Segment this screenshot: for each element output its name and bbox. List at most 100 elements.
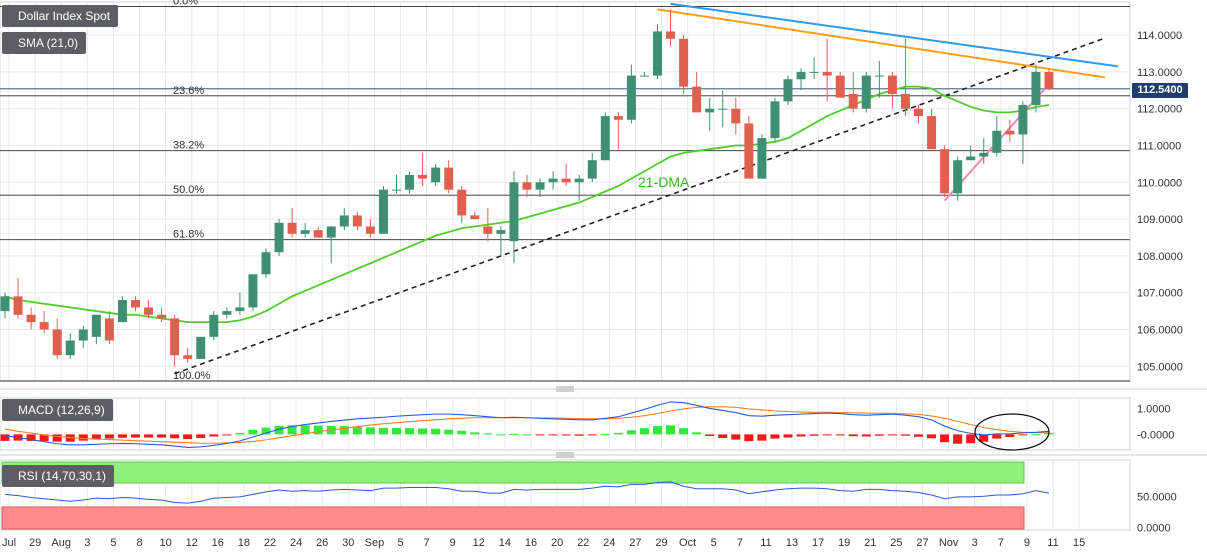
macd-histogram-bar	[509, 433, 519, 435]
candle-body	[744, 123, 754, 179]
candle-body	[522, 182, 532, 190]
legend-swatch	[6, 403, 12, 416]
macd-histogram-bar	[548, 434, 558, 436]
candle-body	[848, 93, 858, 109]
candle-body	[600, 116, 610, 161]
macd-histogram-bar	[887, 434, 897, 436]
date-axis-tick-label: 15	[1073, 537, 1085, 549]
candle-body	[418, 174, 428, 179]
date-axis-tick-label: Nov	[939, 537, 959, 549]
candlesticks	[0, 9, 1054, 367]
support-trendline	[174, 38, 1104, 375]
fib-level-label: 0.0%	[173, 0, 198, 7]
macd-histogram-bar	[274, 425, 284, 435]
macd-histogram-bar	[653, 426, 662, 435]
macd-axis-tick-label: 1.0000	[1137, 403, 1171, 415]
macd-histogram-bar	[431, 428, 441, 435]
macd-histogram-bar	[848, 434, 858, 437]
candle-body	[144, 307, 154, 315]
date-axis-tick-label: 27	[629, 537, 641, 549]
candle-body	[470, 215, 480, 220]
macd-histogram-bar	[1031, 434, 1041, 436]
date-axis-tick-label: 9	[450, 537, 456, 549]
date-axis-tick-label: 7	[737, 537, 743, 549]
macd-histogram-bar	[535, 434, 545, 436]
candle-body	[874, 75, 884, 77]
macd-panel-frame	[0, 397, 1131, 451]
date-axis-tick-label: 5	[110, 537, 116, 549]
macd-histogram-bar	[170, 434, 180, 439]
candle-body	[196, 336, 206, 359]
candle-body	[339, 215, 349, 227]
fibonacci-levels: 0.0% 23.6% 38.2% 50.0% 61.8% 100.0%	[0, 0, 1130, 382]
date-axis-tick-label: 26	[316, 537, 328, 549]
macd-histogram-bar	[444, 429, 454, 435]
legend-swatch	[6, 469, 12, 482]
macd-histogram-bar	[483, 433, 493, 435]
date-axis-tick-label: 11	[760, 537, 771, 549]
candle-body	[261, 252, 271, 275]
rsi-axis-tick-label: 50.0000	[1137, 491, 1177, 503]
candle-body	[731, 108, 741, 124]
date-axis-tick-label: 11	[1047, 537, 1058, 549]
price-axis-tick-label: 107.0000	[1137, 288, 1183, 300]
date-axis-tick-label: Jul	[2, 537, 16, 549]
resistance-trendline-blue	[670, 2, 1119, 68]
macd-histogram-bar	[339, 426, 349, 435]
date-axis-tick-label: Aug	[51, 537, 71, 549]
candle-body	[900, 93, 910, 109]
date-axis-tick-label: 19	[838, 537, 850, 549]
candle-body	[274, 222, 284, 253]
candle-body	[757, 138, 767, 179]
macd-histogram-bar	[835, 434, 845, 436]
dma-annotation: 21-DMA	[638, 174, 690, 190]
current-price-tag: 112.5400	[1132, 83, 1188, 98]
macd-histogram-bar	[209, 434, 219, 437]
date-axis-tick-label: 27	[916, 537, 928, 549]
price-axis-tick-label: 112.0000	[1137, 104, 1182, 116]
date-axis-tick-label: 10	[159, 537, 171, 549]
macd-histogram-bar	[457, 430, 467, 435]
macd-histogram-bar	[522, 434, 532, 436]
date-axis-tick-label: 20	[551, 537, 563, 549]
chart-annotations: 21-DMA	[638, 174, 1050, 451]
candle-body	[313, 230, 323, 238]
macd-histogram-bar	[626, 430, 636, 435]
date-axis-tick-label: 24	[603, 537, 615, 549]
candle-body	[705, 108, 715, 113]
rsi-legend[interactable]: RSI (14,70,30,1)	[2, 465, 115, 487]
candle-body	[783, 79, 793, 102]
rsi-panel	[1, 461, 1050, 530]
macd-histogram-bar	[783, 434, 793, 438]
candle-body	[457, 189, 467, 216]
date-axis-tick-label: 25	[890, 537, 902, 549]
macd-histogram-bar	[418, 428, 428, 435]
candle-body	[979, 152, 989, 157]
macd-histogram-bar	[392, 427, 401, 435]
macd-histogram-bar	[927, 434, 937, 439]
price-axis-tick-label: 105.0000	[1137, 361, 1183, 373]
candle-body	[927, 116, 937, 150]
rsi-name: RSI (14,70,30,1)	[18, 469, 107, 483]
candle-body	[483, 226, 493, 234]
fib-level-label: 23.6%	[173, 85, 204, 97]
macd-histogram-bar	[313, 425, 323, 435]
date-axis-tick-label: 8	[136, 537, 142, 549]
candle-body	[496, 230, 506, 234]
date-axis-tick-label: 22	[577, 537, 589, 549]
macd-histogram-bar	[144, 434, 154, 438]
symbol-name: Dollar Index Spot	[18, 9, 111, 23]
date-axis-tick-label: 9	[1024, 537, 1030, 549]
macd-histogram-bar	[131, 434, 140, 438]
macd-legend[interactable]: MACD (12,26,9)	[2, 399, 113, 421]
candle-body	[574, 178, 584, 183]
macd-histogram-bar	[861, 434, 871, 437]
date-axis-tick-label: 17	[812, 537, 824, 549]
candle-body	[1005, 130, 1015, 135]
macd-histogram-bar	[104, 434, 114, 439]
macd-histogram-bar	[744, 434, 754, 442]
sma-legend[interactable]: SMA (21,0)	[2, 32, 87, 54]
price-axis-tick-label: 109.0000	[1137, 214, 1183, 226]
symbol-legend[interactable]: Dollar Index Spot	[2, 5, 119, 27]
